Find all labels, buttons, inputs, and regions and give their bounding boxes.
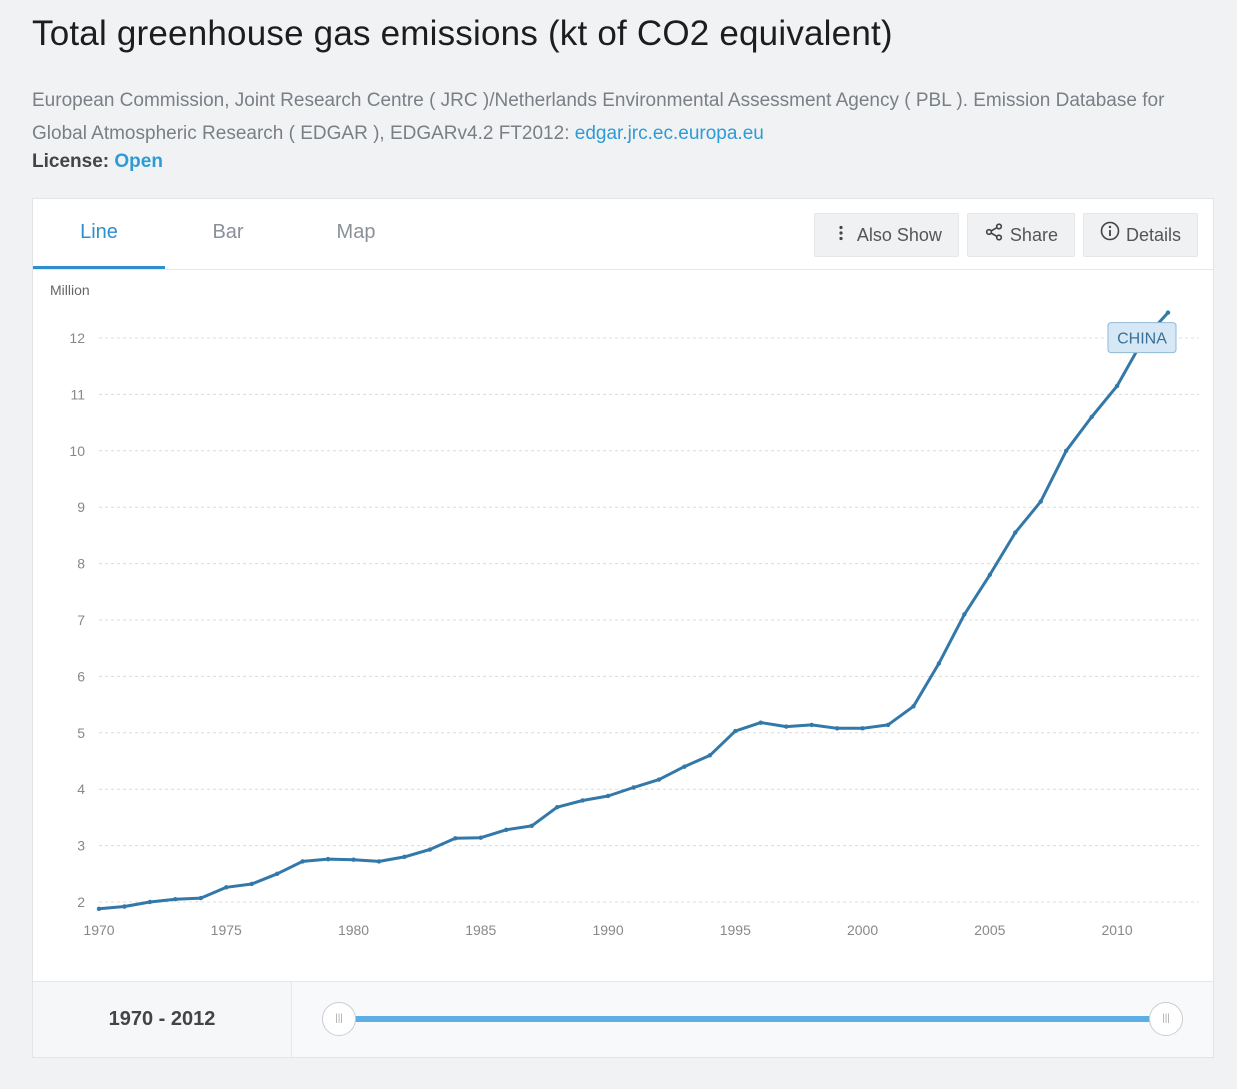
data-point [987,572,993,578]
data-point [198,895,204,901]
x-tick-label: 1975 [211,922,242,938]
data-point [122,904,127,909]
data-point [402,854,407,860]
data-point [173,896,178,902]
data-point [504,827,509,833]
data-point [554,805,560,810]
data-point [1114,383,1120,389]
vertical-dots-icon [831,214,851,256]
data-point [96,906,102,911]
data-point [147,899,153,905]
y-axis-unit-label: Million [50,282,90,298]
data-point [809,722,814,728]
y-tick-label: 11 [70,386,85,402]
series-label: CHINA [1117,331,1167,348]
data-point [580,798,585,803]
line-chart: Million 2 3 4 5 6 7 8 9 10 11 12 1970 1975 1980 1985 199… [50,282,1199,938]
y-tick-label: 9 [77,499,85,515]
y-tick-label: 12 [69,330,85,346]
data-point [1063,448,1069,453]
data-point [885,722,891,728]
source-text: European Commission, Joint Research Cent… [32,90,1165,144]
tab-line[interactable]: Line [33,199,165,269]
year-range-slider-track[interactable] [339,1016,1167,1022]
x-tick-label: 1995 [720,922,751,938]
chart-area: Million 2 3 4 5 6 7 8 9 10 11 12 1970 1975 1980 1985 199… [33,270,1213,987]
data-point [427,847,433,852]
slider-handle-start[interactable]: ||| [322,1002,356,1036]
slider-handle-end[interactable]: ||| [1149,1002,1183,1036]
also-show-label: Also Show [856,225,942,245]
data-point [860,726,865,731]
data-point [605,793,611,799]
x-tick-label: 1980 [338,922,369,938]
y-tick-label: 5 [77,725,85,741]
data-point [478,835,483,840]
x-tick-label: 2005 [974,922,1005,938]
x-tick-label: 1985 [465,922,496,938]
series-label-box [1107,322,1177,354]
x-tick-label: 2010 [1102,922,1133,938]
data-point [351,857,356,862]
license-link[interactable]: Open [114,151,163,172]
also-show-button[interactable]: Also Show [813,213,959,257]
details-button[interactable]: Details [1082,213,1198,257]
data-point [834,726,840,731]
share-button[interactable]: Share [966,213,1075,257]
license: License: Open [32,151,163,173]
share-label: Share [1009,225,1058,245]
data-point [274,871,280,876]
chart-tabs: Line Bar Map Also Show Share Details [33,199,1213,270]
chart-actions: Also Show Share Details [806,213,1198,257]
y-tick-label: 4 [77,781,85,797]
data-point [911,704,916,709]
info-icon [1100,214,1120,256]
data-point [249,881,254,887]
data-point [682,764,687,769]
y-tick-label: 8 [77,556,85,572]
page-title: Total greenhouse gas emissions (kt of CO… [32,14,893,53]
data-point [1165,310,1171,315]
y-tick-label: 2 [77,894,85,910]
details-label: Details [1125,225,1181,245]
data-point [707,753,713,758]
data-point [631,785,636,790]
data-point [1013,530,1018,535]
data-point [300,859,305,864]
chart-card: Line Bar Map Also Show Share Details Mil… [32,198,1214,1058]
data-point [656,777,662,782]
y-tick-label: 10 [69,443,85,459]
share-icon [984,214,1004,256]
source-link[interactable]: edgar.jrc.ec.europa.eu [574,123,764,144]
data-point [1089,414,1094,420]
data-point [376,859,382,864]
data-point [453,836,458,841]
data-point [784,724,789,729]
y-tick-label: 3 [77,838,85,854]
year-range-bar: 1970 - 2012 ||| ||| [33,981,1213,1057]
data-point [224,885,229,890]
data-point [936,661,942,666]
x-tick-label: 2000 [847,922,878,938]
data-point [962,612,967,617]
tab-bar[interactable]: Bar [212,221,244,243]
data-point [733,728,738,734]
year-range-label: 1970 - 2012 [33,982,292,1057]
tab-map[interactable]: Map [336,221,376,243]
x-tick-label: 1970 [83,922,114,938]
data-point [529,823,534,829]
data-point [758,720,763,725]
series-line [98,311,1170,911]
y-tick-label: 7 [77,612,85,628]
data-point [1038,499,1043,504]
x-tick-label: 1990 [592,922,623,938]
y-tick-label: 6 [77,668,85,684]
license-label: License: [32,151,110,172]
source-attribution: European Commission, Joint Research Cent… [32,84,1222,150]
data-point [325,856,331,862]
